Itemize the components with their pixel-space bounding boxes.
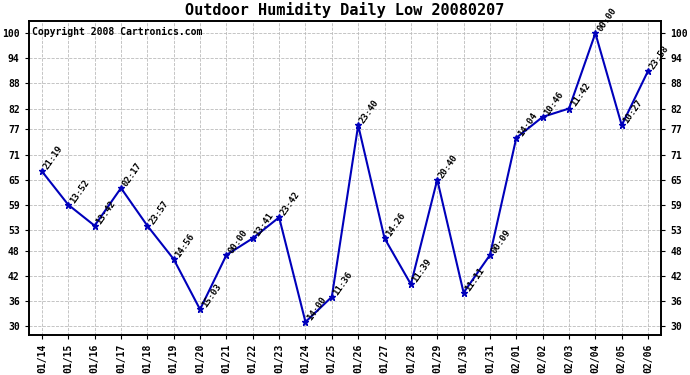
- Text: 00:09: 00:09: [490, 228, 513, 255]
- Text: 13:42: 13:42: [95, 198, 117, 226]
- Text: 14:00: 14:00: [306, 295, 328, 322]
- Text: 11:11: 11:11: [464, 266, 486, 292]
- Text: 10:27: 10:27: [622, 98, 644, 125]
- Text: 14:04: 14:04: [516, 111, 539, 138]
- Text: 23:40: 23:40: [358, 98, 381, 125]
- Text: 23:57: 23:57: [148, 198, 170, 226]
- Text: 13:41: 13:41: [253, 211, 275, 238]
- Text: 15:03: 15:03: [200, 282, 223, 309]
- Text: 11:36: 11:36: [332, 270, 355, 297]
- Text: 23:58: 23:58: [648, 44, 671, 71]
- Text: 11:39: 11:39: [411, 257, 434, 284]
- Text: 10:46: 10:46: [542, 90, 565, 117]
- Text: 20:40: 20:40: [437, 153, 460, 180]
- Text: 13:52: 13:52: [68, 178, 91, 205]
- Text: Copyright 2008 Cartronics.com: Copyright 2008 Cartronics.com: [32, 27, 202, 37]
- Text: 02:17: 02:17: [121, 161, 144, 188]
- Text: 00:00: 00:00: [595, 6, 618, 33]
- Text: 21:19: 21:19: [42, 144, 65, 171]
- Text: 11:42: 11:42: [569, 81, 592, 108]
- Text: 00:00: 00:00: [226, 228, 249, 255]
- Text: 14:56: 14:56: [174, 232, 197, 259]
- Text: 23:42: 23:42: [279, 190, 302, 217]
- Title: Outdoor Humidity Daily Low 20080207: Outdoor Humidity Daily Low 20080207: [186, 2, 504, 18]
- Text: 14:26: 14:26: [384, 211, 407, 238]
